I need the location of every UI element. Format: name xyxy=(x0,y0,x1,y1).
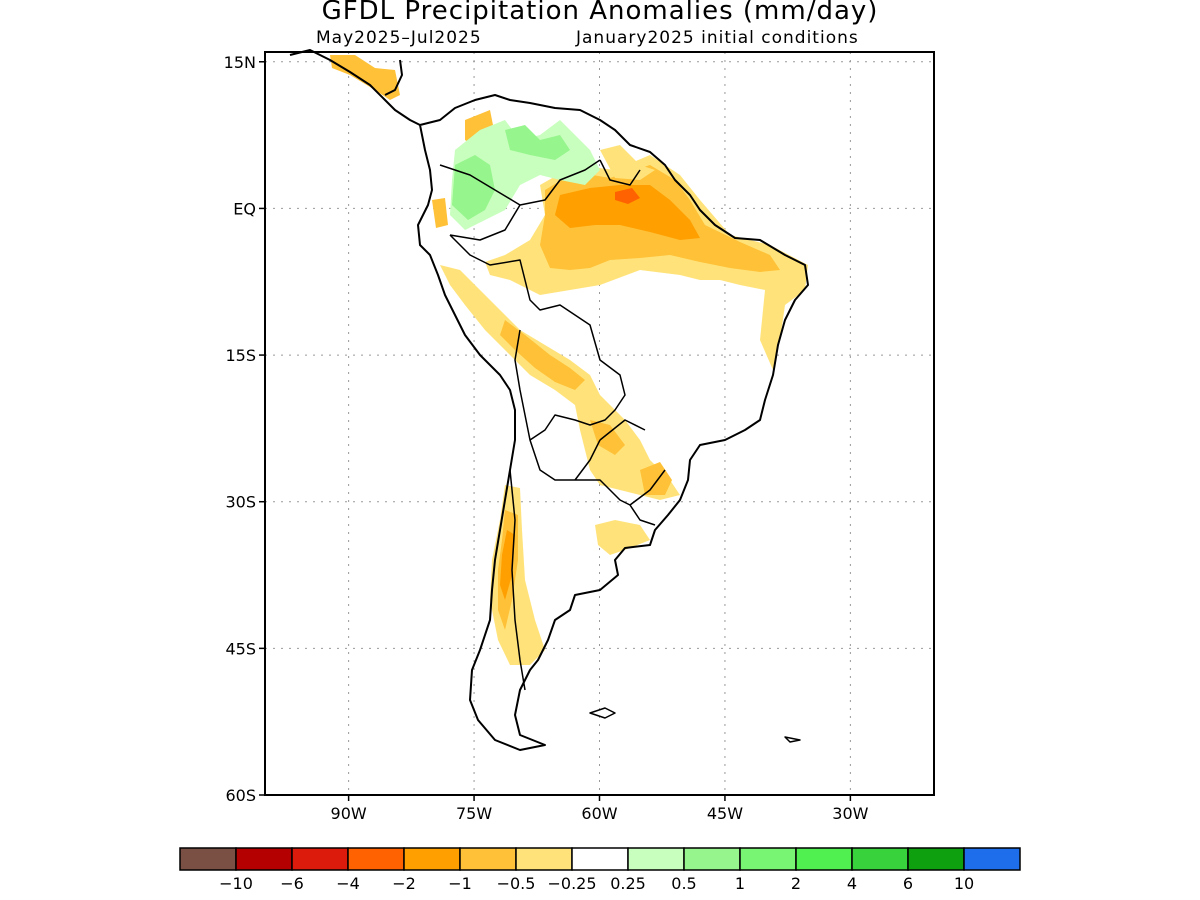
anomaly-amazon-strong xyxy=(555,185,700,240)
lon-tick-label: 75W xyxy=(456,804,492,823)
colorbar-label: −1 xyxy=(448,874,472,893)
colorbar-label: −0.5 xyxy=(497,874,536,893)
colorbar-box xyxy=(403,847,461,871)
colorbar-label: 10 xyxy=(954,874,974,893)
lon-tick-label: 45W xyxy=(707,804,743,823)
colorbar-box xyxy=(515,847,573,871)
anomaly-paraguay-dry xyxy=(590,420,625,455)
lat-tick-label: 60S xyxy=(225,786,256,805)
colorbar-box xyxy=(627,847,685,871)
south-america-outline xyxy=(417,94,809,751)
colorbar-label: −6 xyxy=(280,874,304,893)
colorbar-box xyxy=(571,847,629,871)
initial-conditions-label: January2025 initial conditions xyxy=(576,28,859,48)
colorbar-label: 1 xyxy=(735,874,745,893)
colorbar-box xyxy=(459,847,517,871)
colorbar-box xyxy=(683,847,741,871)
anomaly-colombia-wet-mod xyxy=(452,155,495,220)
anomaly-amazon-core xyxy=(615,188,640,204)
colorbar-label: −4 xyxy=(336,874,360,893)
colorbar-label: 0.25 xyxy=(610,874,646,893)
colorbar-label: 0.5 xyxy=(671,874,696,893)
anomaly-bolivia-dry xyxy=(500,320,585,390)
colorbar-label: −0.25 xyxy=(547,874,596,893)
anomaly-venezuela-wet xyxy=(505,125,570,160)
lat-tick-label: 15N xyxy=(224,53,256,72)
lon-tick-label: 30W xyxy=(832,804,868,823)
anomaly-chile-strong xyxy=(500,530,515,600)
colorbar-box xyxy=(235,847,293,871)
south-georgia xyxy=(784,736,801,743)
colorbar-label: 4 xyxy=(847,874,857,893)
falklands xyxy=(589,707,616,719)
lat-tick-label: EQ xyxy=(233,199,256,218)
anomaly-uruguay-dry xyxy=(595,520,650,555)
colorbar-box xyxy=(963,847,1021,871)
lat-tick-label: 30S xyxy=(225,493,256,512)
coastlines xyxy=(289,49,809,751)
colorbar-label: 2 xyxy=(791,874,801,893)
axis-ticks xyxy=(259,61,852,801)
colorbar-label: 6 xyxy=(903,874,913,893)
colorbar-box xyxy=(851,847,909,871)
plot-title: GFDL Precipitation Anomalies (mm/day) xyxy=(321,0,879,26)
colorbar-box xyxy=(795,847,853,871)
lon-tick-label: 60W xyxy=(581,804,617,823)
anomaly-shading xyxy=(330,55,808,665)
lat-tick-label: 45S xyxy=(225,639,256,658)
colorbar-boxes xyxy=(179,847,1021,871)
lon-tick-label: 90W xyxy=(331,804,367,823)
anomaly-ecuador-dry xyxy=(432,198,448,228)
colorbar-box xyxy=(907,847,965,871)
latitude-labels: 15N EQ 15S 30S 45S 60S xyxy=(224,53,256,805)
country-borders xyxy=(439,159,666,691)
forecast-period-label: May2025–Jul2025 xyxy=(316,28,482,48)
central-america-outline xyxy=(289,49,421,126)
colorbar-label: −2 xyxy=(392,874,416,893)
anomaly-centralamerica-dry xyxy=(330,55,400,100)
lat-tick-label: 15S xyxy=(225,346,256,365)
anomaly-guiana-dry xyxy=(600,145,655,180)
colorbar-box xyxy=(179,847,237,871)
colorbar-box xyxy=(291,847,349,871)
colorbar-box xyxy=(739,847,797,871)
colorbar-box xyxy=(347,847,405,871)
longitude-labels: 90W 75W 60W 45W 30W xyxy=(331,804,869,823)
colorbar-labels: −10 −6 −4 −2 −1 −0.5 −0.25 0.25 0.5 1 2 4 6 10 xyxy=(219,874,974,893)
colorbar-label: −10 xyxy=(219,874,253,893)
